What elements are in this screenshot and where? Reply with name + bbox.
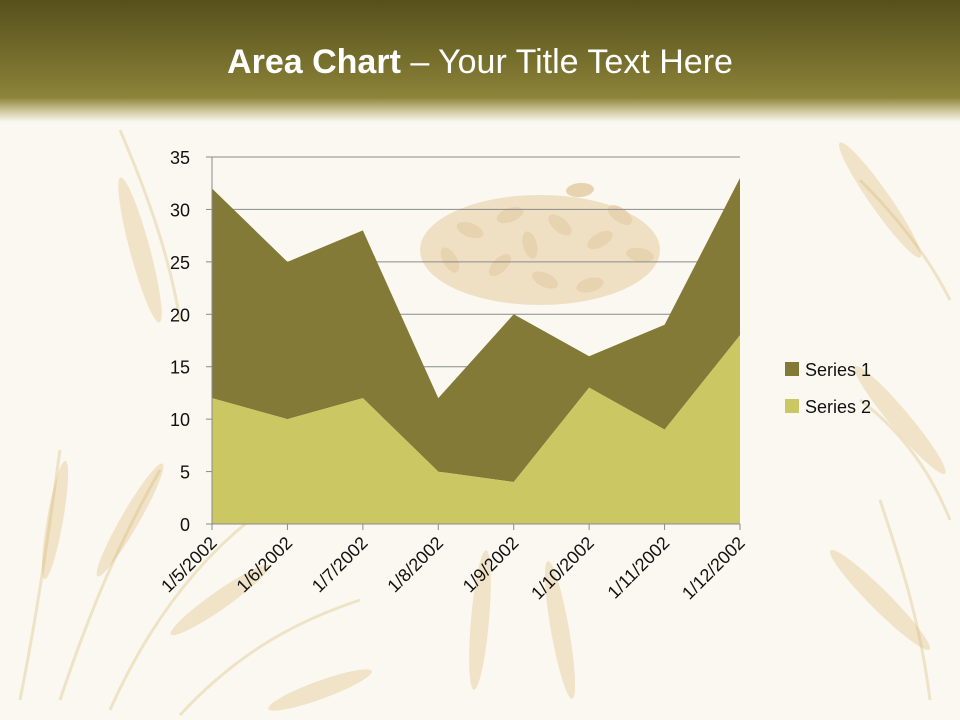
y-axis-ticks: 0 5 10 15 20 25 30 35	[170, 148, 212, 535]
legend-label: Series 2	[805, 397, 871, 417]
x-tick-label: 1/7/2002	[308, 533, 372, 597]
area-series-1	[212, 177, 740, 483]
legend-label: Series 1	[805, 360, 871, 380]
slide-title: Area Chart – Your Title Text Here	[0, 40, 960, 84]
x-tick-label: 1/12/2002	[678, 533, 749, 604]
y-tick-label: 15	[170, 358, 190, 378]
legend: Series 1 Series 2	[785, 360, 871, 417]
x-tick-label: 1/6/2002	[233, 533, 297, 597]
x-tick-label: 1/10/2002	[527, 533, 598, 604]
y-tick-label: 25	[170, 253, 190, 273]
y-tick-label: 30	[170, 200, 190, 220]
x-tick-label: 1/8/2002	[383, 533, 447, 597]
x-axis-ticks: 1/5/2002 1/6/2002 1/7/2002 1/8/2002 1/9/2002…	[157, 524, 749, 603]
slide-title-rest: – Your Title Text Here	[400, 43, 733, 81]
x-tick-label: 1/11/2002	[604, 533, 674, 603]
slide-title-bold: Area Chart	[227, 43, 401, 81]
legend-swatch	[785, 362, 799, 376]
y-tick-label: 35	[170, 148, 190, 168]
x-tick-label: 1/5/2002	[157, 533, 221, 597]
area-series-2	[212, 335, 740, 524]
y-tick-label: 0	[180, 515, 190, 535]
y-tick-label: 20	[170, 305, 190, 325]
legend-swatch	[785, 399, 799, 413]
plot-areas	[212, 177, 740, 524]
x-tick-label: 1/9/2002	[459, 533, 523, 597]
title-banner	[0, 0, 960, 122]
y-tick-label: 5	[180, 463, 190, 483]
axes	[211, 157, 740, 525]
grain-pile-image	[420, 182, 660, 305]
y-tick-label: 10	[170, 410, 190, 430]
